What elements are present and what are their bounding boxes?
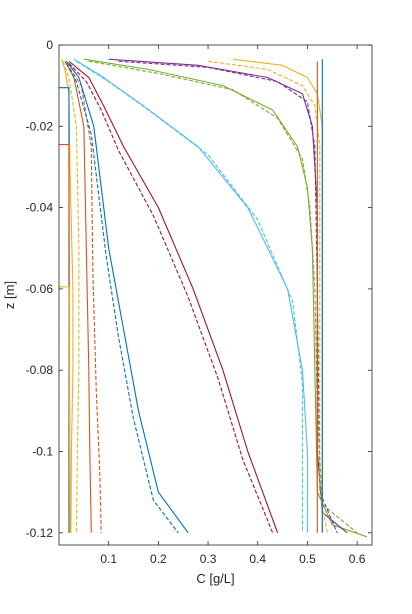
series-line-2 — [64, 60, 92, 533]
series-line-12 — [108, 58, 348, 534]
y-tick-label: -0.08 — [26, 363, 54, 377]
series-line-7 — [65, 63, 179, 534]
y-tick-label: -0.06 — [26, 282, 54, 296]
x-axis: 0.1 0.2 0.3 0.4 0.5 0.6 — [100, 45, 366, 566]
y-tick-label: -0.1 — [32, 445, 53, 459]
x-tick-label: 0.1 — [100, 552, 117, 566]
y-tick-label: -0.04 — [26, 201, 54, 215]
x-tick-label: 0.2 — [150, 552, 167, 566]
x-axis-label: C [g/L] — [196, 571, 234, 586]
series-line-15 — [207, 60, 328, 533]
series-line-5 — [68, 62, 274, 534]
y-axis: 0 -0.02 -0.04 -0.06 -0.08 -0.1 -0.12 — [26, 38, 372, 540]
y-tick-label: -0.02 — [26, 119, 54, 133]
series-line-6 — [66, 60, 189, 534]
x-tick-label: 0.4 — [249, 552, 266, 566]
series-line-4 — [68, 60, 279, 533]
series-line-20 — [59, 286, 71, 533]
y-tick-label: 0 — [46, 38, 53, 52]
y-tick-label: -0.12 — [26, 526, 54, 540]
y-axis-label: z [m] — [2, 281, 17, 309]
series-layer — [59, 58, 368, 538]
x-tick-label: 0.5 — [299, 552, 316, 566]
series-line-1 — [62, 61, 80, 533]
plot-area — [59, 45, 372, 545]
series-line-0 — [60, 59, 74, 533]
x-tick-label: 0.6 — [349, 552, 366, 566]
x-tick-label: 0.3 — [200, 552, 217, 566]
plot-frame — [58, 44, 373, 546]
